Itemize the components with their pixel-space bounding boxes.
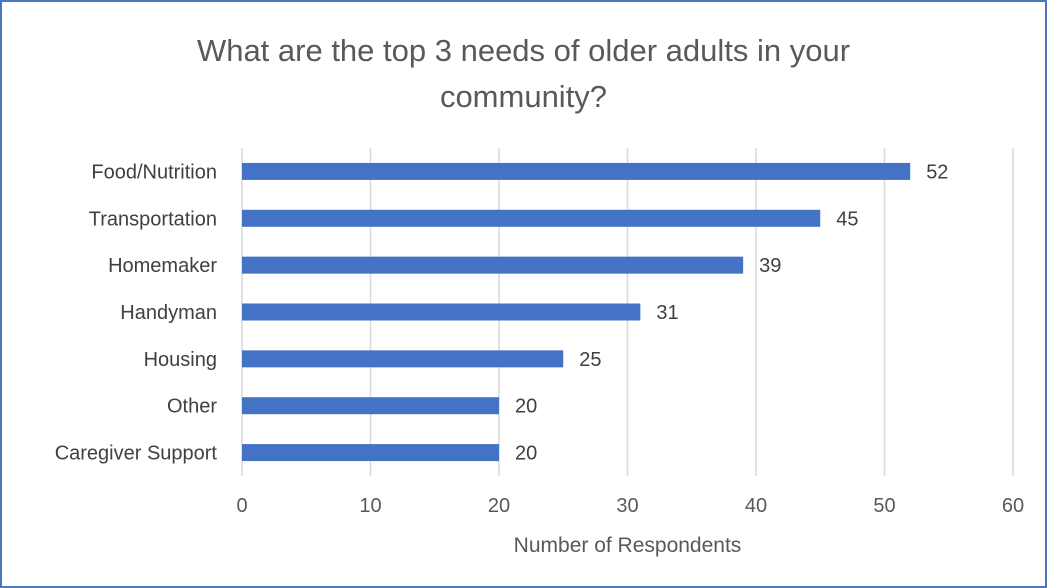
data-label: 45 — [836, 208, 858, 230]
bar — [242, 444, 499, 462]
data-label: 52 — [926, 161, 948, 183]
bar — [242, 397, 499, 415]
category-label: Handyman — [120, 302, 217, 324]
chart-title-line-1: What are the top 3 needs of older adults… — [196, 33, 851, 68]
bar — [242, 162, 911, 180]
bars — [242, 162, 911, 462]
x-axis-title: Number of Respondents — [514, 534, 742, 557]
category-label: Food/Nutrition — [91, 161, 217, 183]
chart-title: What are the top 3 needs of older adults… — [2, 28, 1045, 120]
data-label: 25 — [579, 349, 601, 371]
x-tick-label: 0 — [236, 495, 247, 517]
data-label: 20 — [515, 396, 537, 418]
x-tick-label: 20 — [488, 495, 510, 517]
data-label: 31 — [656, 302, 678, 324]
x-tick-label: 10 — [359, 495, 381, 517]
data-label: 20 — [515, 443, 537, 465]
x-tick-labels: 0 10 20 30 40 50 60 — [236, 495, 1024, 517]
bar — [242, 350, 564, 368]
category-label: Caregiver Support — [55, 443, 218, 465]
chart-title-line-2: community? — [439, 79, 608, 114]
category-label: Transportation — [89, 208, 217, 230]
category-label: Other — [167, 396, 217, 418]
x-tick-label: 50 — [873, 495, 895, 517]
bar — [242, 209, 821, 227]
category-label: Housing — [144, 349, 217, 371]
category-label: Homemaker — [108, 255, 217, 277]
x-tick-label: 40 — [745, 495, 767, 517]
bar — [242, 303, 641, 321]
bar — [242, 256, 744, 274]
x-tick-label: 30 — [616, 495, 638, 517]
data-label: 39 — [759, 255, 781, 277]
category-labels: Food/Nutrition Transportation Homemaker Han… — [55, 161, 218, 464]
x-tick-label: 60 — [1002, 495, 1024, 517]
data-labels: 52 45 39 31 25 20 20 — [515, 161, 948, 464]
